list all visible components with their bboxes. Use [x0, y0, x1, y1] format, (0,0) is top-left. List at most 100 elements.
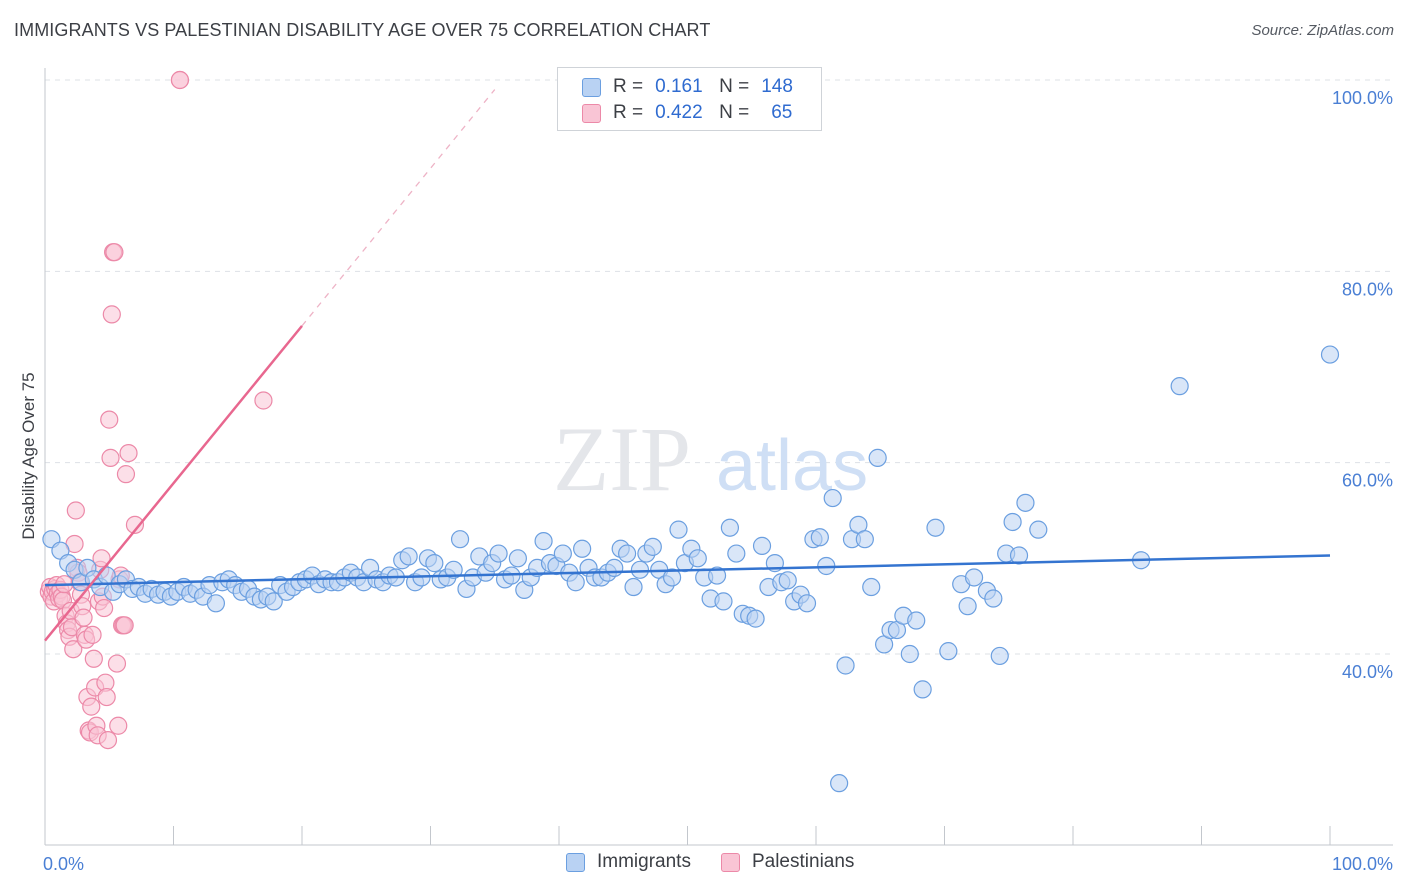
immigrants-point [907, 611, 926, 630]
immigrants-series [42, 345, 1340, 793]
legend-r-value: 0.422 [655, 102, 703, 123]
palestinians-point [105, 243, 124, 262]
palestinians-point [109, 716, 128, 735]
immigrants-point [1320, 345, 1340, 364]
chart-title: IMMIGRANTS VS PALESTINIAN DISABILITY AGE… [14, 20, 711, 40]
immigrants-point [688, 549, 707, 568]
legend-n-label: N = [719, 102, 750, 123]
x-tick-labels: 0.0% 100.0% [43, 854, 1393, 874]
immigrants-point [489, 544, 508, 563]
palestinians-point [66, 501, 85, 520]
immigrants-point [662, 568, 682, 587]
legend-n-value: 148 [761, 76, 793, 97]
source-label: Source: ZipAtlas.com [1251, 22, 1394, 39]
x-tick-label: 0.0% [43, 854, 84, 874]
legend-row-palestinians: R = 0.422 N = 65 [582, 100, 792, 126]
legend-row-immigrants: R = 0.161 N = 148 [582, 74, 793, 100]
immigrants-point [1029, 520, 1048, 539]
x-tick-label: 100.0% [1332, 854, 1393, 874]
palestinians-point [116, 465, 136, 484]
y-tick-label: 80.0% [1342, 279, 1393, 299]
immigrants-point [618, 544, 637, 563]
palestinians-point [170, 70, 190, 90]
immigrants-point [553, 544, 572, 563]
legend-r-value: 0.161 [655, 76, 703, 97]
immigrants-point [830, 774, 849, 793]
watermark-zip: ZIP [553, 408, 691, 510]
immigrants-point [855, 530, 874, 549]
immigrants-point [984, 589, 1003, 608]
immigrants-point [1170, 377, 1189, 396]
legend-n-label: N = [719, 76, 750, 97]
immigrants-point [939, 642, 958, 661]
immigrants-point [746, 609, 765, 628]
palestinians-swatch [582, 103, 601, 123]
legend-immigrants-label: Immigrants [597, 851, 691, 872]
palestinians-point [92, 549, 111, 568]
palestinians-point [84, 649, 103, 668]
immigrants-point [425, 554, 444, 573]
immigrants-point [810, 528, 829, 547]
immigrants-point [836, 656, 855, 675]
palestinians-legend-swatch [720, 852, 740, 872]
palestinians-point [101, 448, 120, 467]
correlation-legend: R = 0.161 N = 148 R = 0.422 N = 65 [557, 67, 822, 131]
immigrants-point [720, 518, 740, 537]
immigrants-point [573, 539, 592, 558]
palestinians-point [64, 640, 83, 659]
immigrants-point [862, 577, 881, 597]
palestinians-point [98, 730, 118, 750]
y-tick-label: 40.0% [1342, 662, 1393, 682]
immigrants-point [605, 558, 624, 578]
palestinians-point [82, 697, 101, 716]
legend-item-immigrants: Immigrants [566, 851, 691, 873]
palestinians-trend-line [44, 325, 303, 642]
y-tick-label: 100.0% [1332, 88, 1393, 108]
immigrants-point [707, 566, 727, 585]
palestinians-point [125, 515, 145, 534]
immigrants-point [926, 518, 945, 537]
immigrants-point [264, 592, 283, 611]
immigrants-point [958, 597, 977, 616]
legend-palestinians-label: Palestinians [751, 851, 855, 872]
immigrants-point [868, 448, 887, 467]
immigrants-point [778, 571, 797, 590]
palestinians-point [107, 654, 127, 673]
watermark-atlas: atlas [716, 426, 868, 506]
palestinians-point [74, 608, 93, 627]
immigrants-point [823, 488, 842, 508]
legend-r-label: R = [613, 76, 644, 97]
immigrants-point [990, 646, 1009, 666]
immigrants-point [630, 560, 650, 579]
gridlines [45, 79, 1393, 655]
palestinians-point [100, 410, 119, 429]
immigrants-point [1016, 493, 1035, 512]
immigrants-point [206, 594, 226, 613]
immigrants-point [669, 520, 688, 539]
y-axis-label: Disability Age Over 75 [19, 372, 38, 539]
immigrants-point [1003, 512, 1022, 532]
palestinians-point [95, 598, 114, 618]
immigrants-point [450, 530, 470, 549]
palestinians-point [254, 391, 273, 410]
palestinians-point [97, 687, 116, 707]
immigrants-point [727, 544, 746, 563]
immigrants-point [1009, 546, 1029, 565]
trend-lines [44, 89, 1331, 642]
axes [44, 68, 1393, 846]
legend-item-palestinians: Palestinians [720, 851, 855, 873]
immigrants-swatch [582, 77, 601, 97]
immigrants-trend-line [44, 554, 1331, 587]
immigrants-point [964, 568, 984, 587]
immigrants-point [643, 537, 662, 556]
immigrants-point [900, 644, 919, 664]
immigrants-point [508, 549, 527, 568]
palestinians-series [39, 70, 273, 750]
palestinians-point [83, 625, 102, 644]
immigrants-point [752, 536, 772, 555]
immigrants-legend-swatch [566, 852, 585, 872]
immigrants-point [444, 560, 463, 579]
palestinians-point [115, 616, 134, 635]
immigrants-point [566, 573, 585, 592]
